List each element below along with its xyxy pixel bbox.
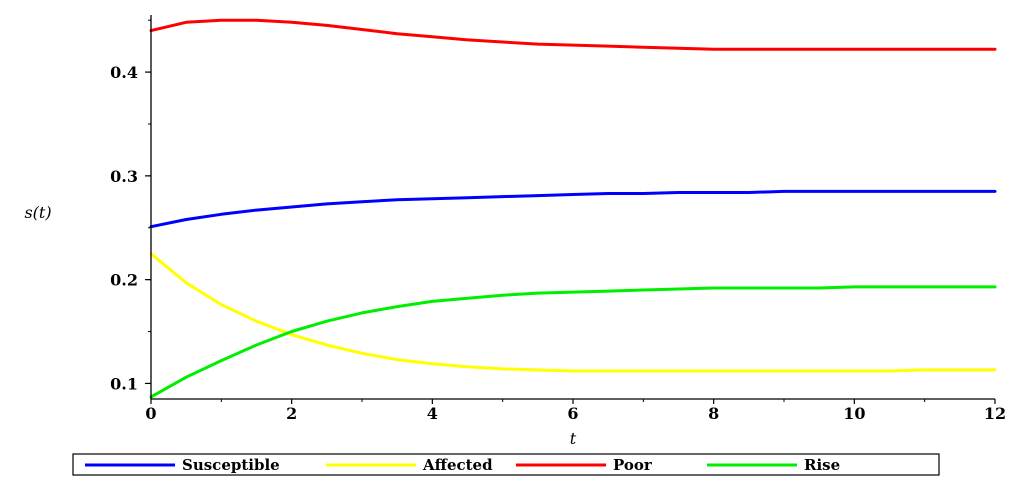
legend-label-rise: Rise [804,456,840,474]
y-tick-label: 0.2 [110,271,138,290]
legend-frame [72,453,940,476]
x-tick-label: 8 [708,404,719,423]
legend-label-susceptible: Susceptible [182,456,280,474]
legend-label-poor: Poor [613,456,653,474]
y-tick-label: 0.4 [110,63,138,82]
ticks: 0 2 4 6 8 10 12 0.1 0.2 0.3 0.4 [110,19,1006,423]
x-tick-label: 0 [145,404,156,423]
x-axis-title: t [570,429,577,448]
x-tick-label: 2 [286,404,297,423]
x-tick-label: 10 [843,404,865,423]
series-line-rise [149,285,997,399]
x-tick-label: 12 [984,404,1006,423]
plot-area [149,18,997,399]
series-line-affected [149,252,997,373]
x-tick-label: 4 [427,404,438,423]
y-axis-title: s(t) [24,203,51,222]
legend-label-affected: Affected [422,456,493,474]
x-tick-label: 6 [567,404,578,423]
series-line-poor [149,18,997,51]
legend: Susceptible Affected Poor Rise [72,453,940,476]
y-tick-label: 0.3 [110,167,138,186]
y-tick-label: 0.1 [110,374,138,393]
series-line-susceptible [149,189,997,229]
